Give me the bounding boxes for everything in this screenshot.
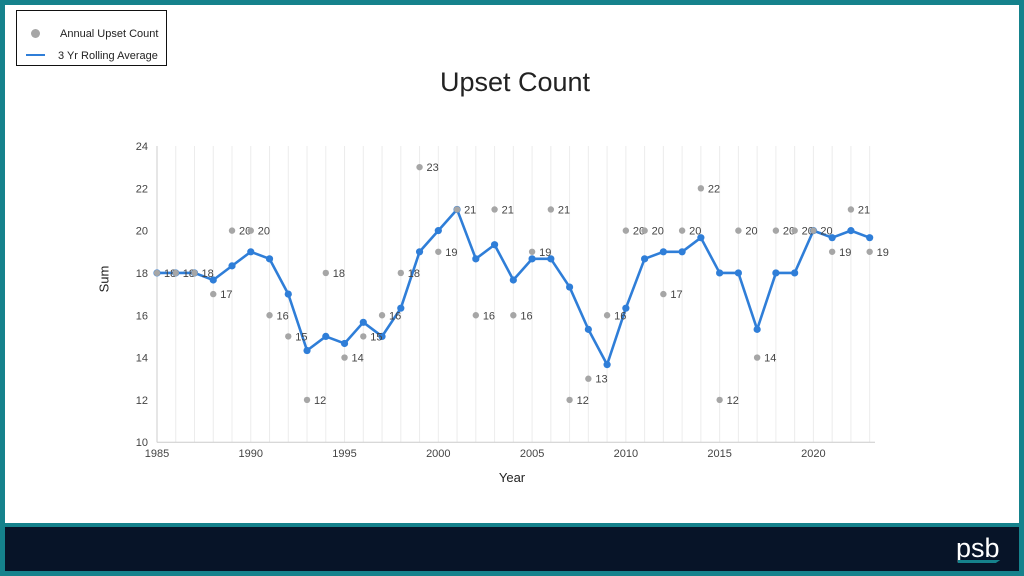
svg-text:16: 16	[483, 310, 495, 322]
svg-text:20: 20	[258, 226, 270, 238]
svg-text:13: 13	[595, 374, 607, 386]
svg-text:18: 18	[333, 268, 345, 280]
svg-text:19: 19	[839, 247, 851, 259]
svg-text:16: 16	[614, 310, 626, 322]
svg-text:23: 23	[427, 162, 439, 174]
svg-text:14: 14	[352, 353, 364, 365]
svg-text:19: 19	[445, 247, 457, 259]
svg-text:24: 24	[136, 141, 148, 153]
svg-text:20: 20	[652, 226, 664, 238]
svg-text:20: 20	[745, 226, 757, 238]
svg-text:16: 16	[389, 310, 401, 322]
svg-text:15: 15	[295, 331, 307, 343]
svg-text:16: 16	[520, 310, 532, 322]
svg-text:20: 20	[820, 226, 832, 238]
svg-text:19: 19	[877, 247, 889, 259]
svg-text:15: 15	[370, 331, 382, 343]
svg-text:17: 17	[670, 289, 682, 301]
svg-text:20: 20	[136, 226, 148, 238]
svg-text:22: 22	[136, 183, 148, 195]
svg-text:2010: 2010	[614, 448, 638, 460]
svg-text:2000: 2000	[426, 448, 450, 460]
svg-text:21: 21	[464, 204, 476, 216]
svg-text:2005: 2005	[520, 448, 544, 460]
svg-text:1995: 1995	[332, 448, 356, 460]
svg-text:2020: 2020	[801, 448, 825, 460]
svg-text:12: 12	[314, 395, 326, 407]
svg-text:18: 18	[202, 268, 214, 280]
svg-text:12: 12	[727, 395, 739, 407]
svg-text:12: 12	[136, 395, 148, 407]
svg-text:1985: 1985	[145, 448, 169, 460]
svg-text:14: 14	[764, 353, 776, 365]
svg-text:14: 14	[136, 353, 148, 365]
svg-text:16: 16	[277, 310, 289, 322]
svg-text:12: 12	[577, 395, 589, 407]
svg-text:21: 21	[858, 204, 870, 216]
svg-text:16: 16	[136, 310, 148, 322]
svg-text:20: 20	[689, 226, 701, 238]
svg-text:2015: 2015	[707, 448, 731, 460]
svg-text:18: 18	[136, 268, 148, 280]
svg-text:21: 21	[558, 204, 570, 216]
svg-text:22: 22	[708, 183, 720, 195]
svg-text:17: 17	[220, 289, 232, 301]
svg-text:1990: 1990	[239, 448, 263, 460]
svg-text:21: 21	[502, 204, 514, 216]
svg-text:19: 19	[539, 247, 551, 259]
svg-text:18: 18	[408, 268, 420, 280]
